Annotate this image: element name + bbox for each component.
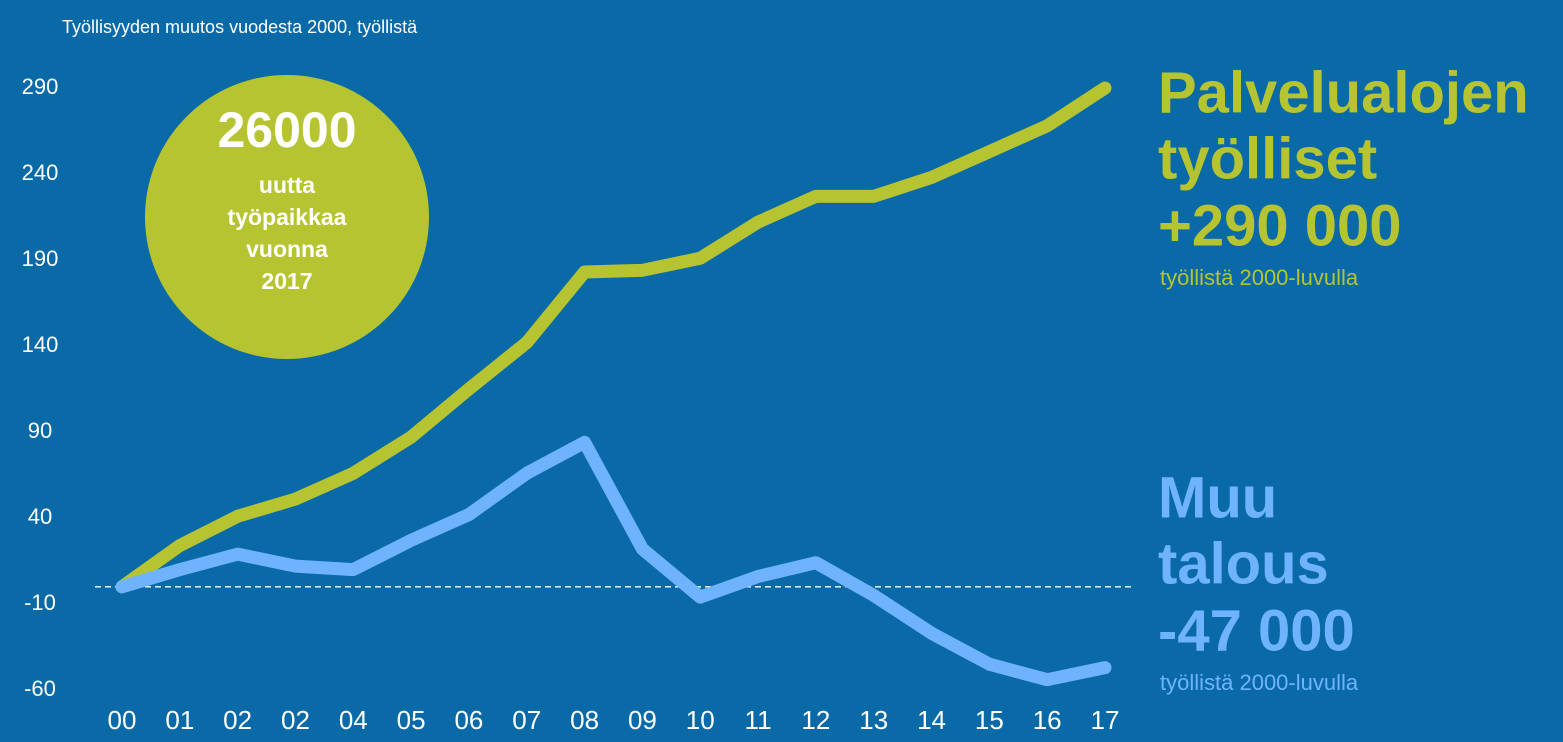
x-tick-label: 08 [570,705,599,735]
x-tick-label: 06 [454,705,483,735]
x-tick-label: 11 [745,705,772,735]
series-total: +290 000 [1158,193,1402,258]
y-tick-label: 90 [28,418,52,443]
x-tick-label: 02 [223,705,252,735]
bubble-text: 2017 [261,268,312,294]
x-tick-label: 00 [108,705,137,735]
bubble-headline: 26000 [217,102,356,158]
y-tick-label: 190 [22,246,59,271]
series-line [115,435,1112,687]
chart-title: Työllisyyden muutos vuodesta 2000, työll… [62,17,418,37]
series-label: Palvelualojen [1158,60,1529,125]
y-tick-label: -10 [24,590,56,615]
series-label: Muu [1158,465,1277,530]
x-tick-label: 07 [512,705,541,735]
x-tick-label: 04 [339,705,368,735]
series-label: työlliset [1158,126,1377,191]
x-tick-label: 01 [165,705,194,735]
y-tick-label: 140 [22,332,59,357]
x-tick-label: 15 [975,705,1004,735]
y-tick-label: 40 [28,504,52,529]
series-note: työllistä 2000-luvulla [1160,265,1359,290]
y-tick-label: -60 [24,676,56,701]
x-tick-label: 17 [1091,705,1120,735]
y-tick-label: 240 [22,160,59,185]
y-tick-label: 290 [22,74,59,99]
bubble-text: työpaikkaa [228,204,347,230]
x-tick-label: 12 [801,705,830,735]
series-note: työllistä 2000-luvulla [1160,670,1359,695]
bubble-text: uutta [259,172,315,198]
x-tick-label: 09 [628,705,657,735]
x-tick-label: 14 [917,705,946,735]
x-tick-label: 02 [281,705,310,735]
series-line [115,81,1112,594]
series-label: talous [1158,531,1329,596]
series-total: -47 000 [1158,598,1355,663]
x-tick-label: 05 [397,705,426,735]
x-tick-label: 16 [1033,705,1062,735]
bubble-text: vuonna [246,236,328,262]
x-tick-label: 13 [859,705,888,735]
x-tick-label: 10 [686,705,715,735]
bubble [145,75,429,359]
